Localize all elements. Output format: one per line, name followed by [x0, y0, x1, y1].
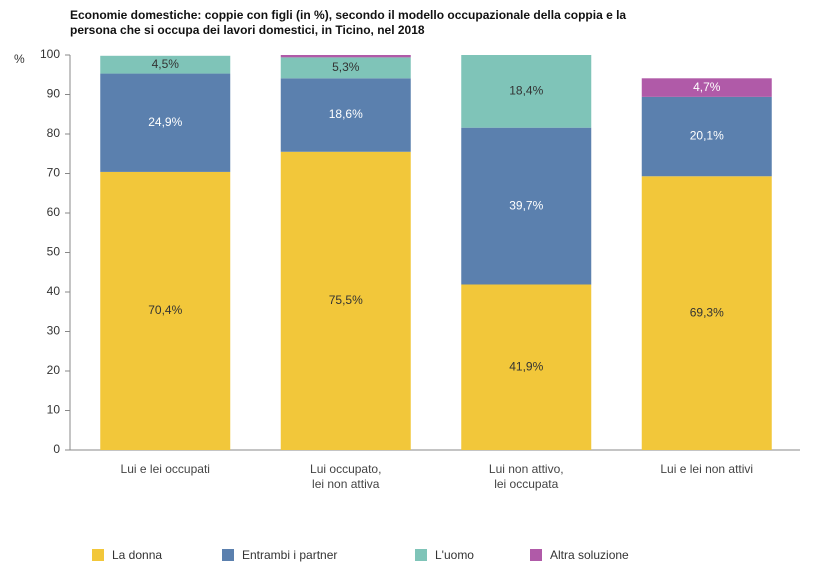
y-tick-label: 30 — [47, 324, 61, 338]
legend-swatch — [92, 549, 104, 561]
y-tick-label: 50 — [47, 245, 61, 259]
y-tick-label: 0 — [53, 442, 60, 456]
bar-segment — [641, 176, 772, 450]
bar-segment — [100, 55, 231, 74]
value-label: 70,4% — [148, 303, 182, 317]
x-tick-label: Lui e lei occupati — [120, 462, 210, 476]
bar-segment — [100, 171, 231, 451]
legend-swatch — [415, 549, 427, 561]
value-label: 75,5% — [329, 293, 363, 307]
y-tick-label: 60 — [47, 205, 61, 219]
bar-segment — [280, 55, 411, 58]
y-tick-label: 20 — [47, 363, 61, 377]
x-tick-label: Lui non attivo, lei occupata — [488, 462, 564, 491]
y-tick-label: 40 — [47, 284, 61, 298]
x-tick-label: Lui e lei non attivi — [660, 462, 754, 476]
y-unit: % — [14, 52, 25, 66]
legend-label: Entrambi i partner — [242, 548, 337, 562]
value-label: 5,3% — [332, 60, 360, 74]
value-label: 18,6% — [329, 107, 363, 121]
y-tick-label: 80 — [47, 126, 61, 140]
y-tick-label: 90 — [47, 87, 61, 101]
value-label: 18,4% — [509, 84, 543, 98]
bar-segment — [280, 57, 411, 79]
value-label: 41,9% — [509, 359, 543, 373]
legend-label: La donna — [112, 548, 162, 562]
bar-segment — [641, 78, 772, 97]
x-tick-label: Lui occupato, lei non attiva — [310, 462, 382, 491]
bar-segment — [461, 55, 592, 128]
value-label: 20,1% — [690, 129, 724, 143]
y-tick-label: 100 — [40, 47, 60, 61]
legend-swatch — [222, 549, 234, 561]
bar-segment — [280, 151, 411, 450]
y-tick-label: 70 — [47, 166, 61, 180]
value-label: 69,3% — [690, 305, 724, 319]
legend-label: Altra soluzione — [550, 548, 629, 562]
bar-segment — [100, 73, 231, 172]
bar-segment — [641, 96, 772, 177]
legend-swatch — [530, 549, 542, 561]
value-label: 4,7% — [693, 80, 721, 94]
value-label: 24,9% — [148, 115, 182, 129]
bar-segment — [461, 284, 592, 450]
legend-label: L'uomo — [435, 548, 474, 562]
value-label: 4,5% — [152, 57, 180, 71]
value-label: 39,7% — [509, 198, 543, 212]
bar-segment — [280, 78, 411, 152]
y-tick-label: 10 — [47, 403, 61, 417]
chart-title: Economie domestiche: coppie con figli (i… — [70, 8, 627, 37]
bar-segment — [461, 127, 592, 285]
